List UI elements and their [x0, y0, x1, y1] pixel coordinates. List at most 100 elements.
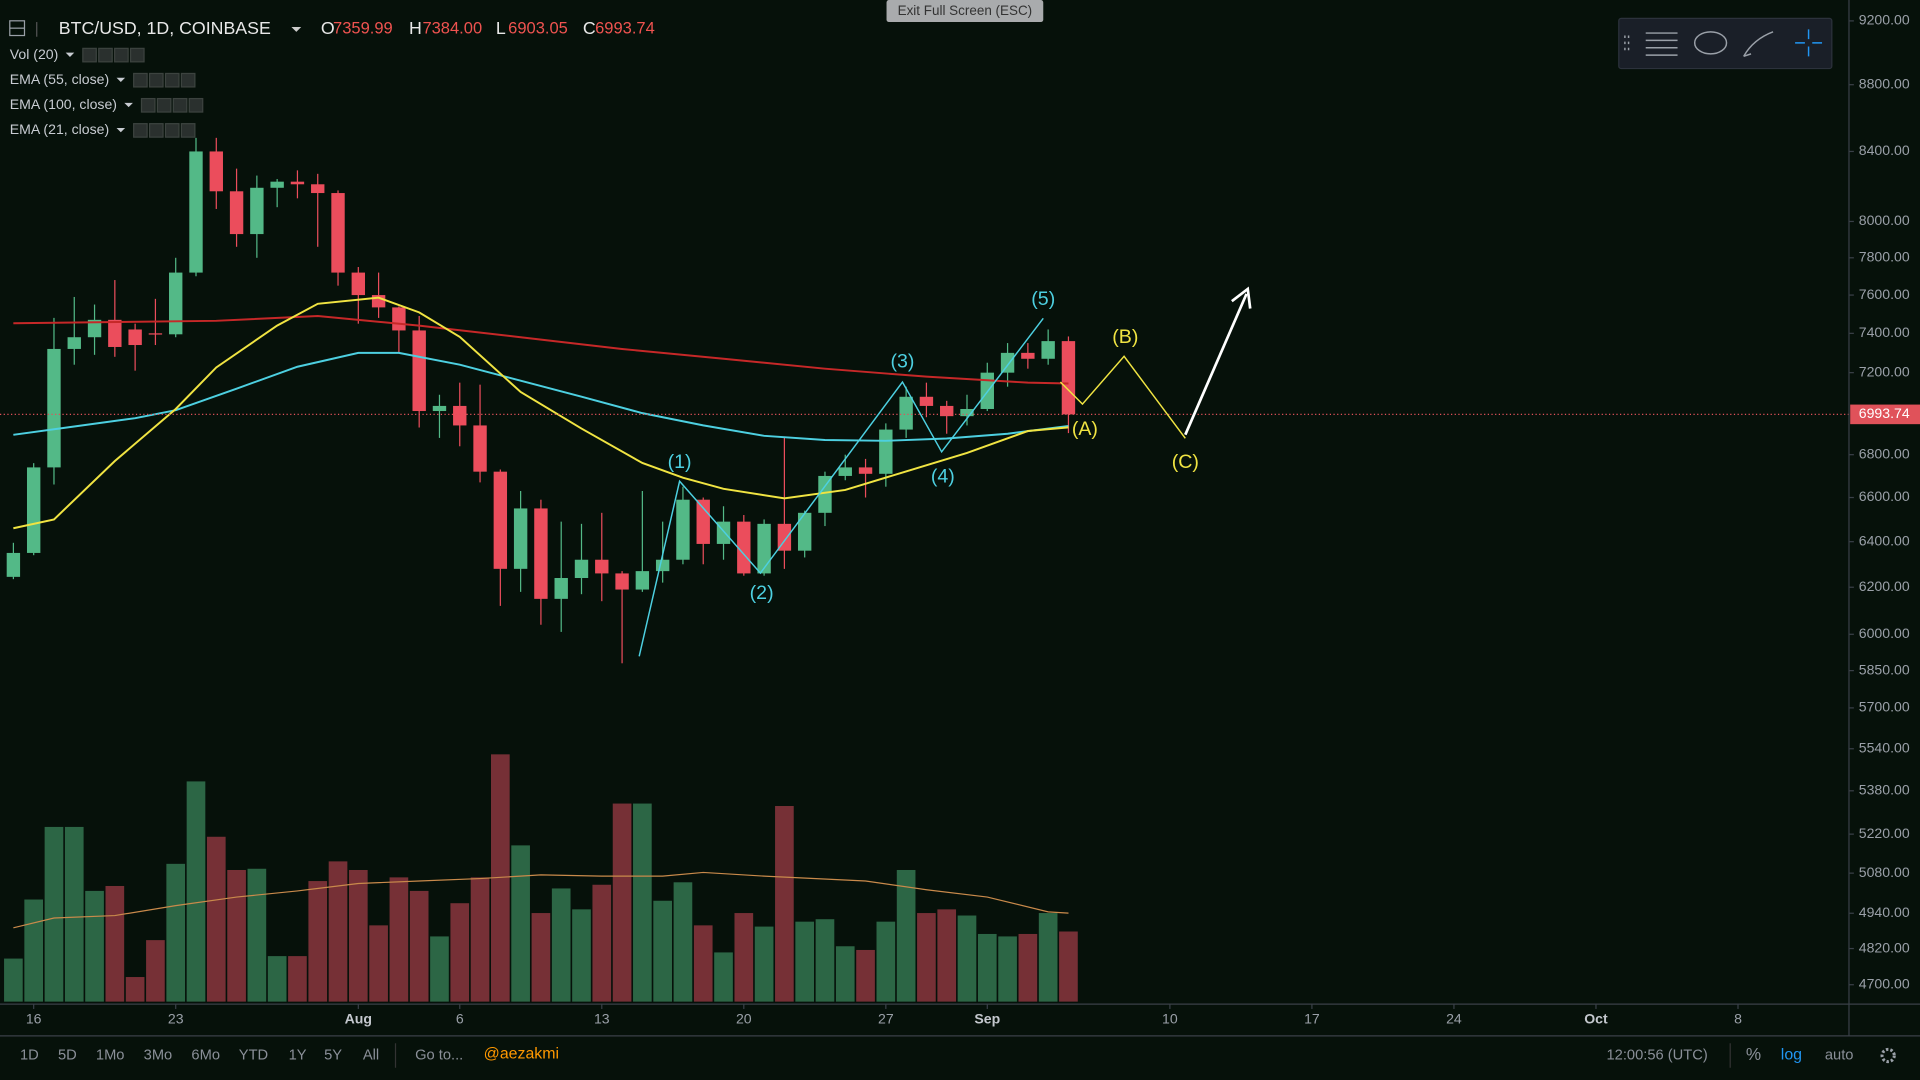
username[interactable]: @aezakmi	[484, 1045, 559, 1062]
candle-body	[6, 552, 21, 577]
legend-button[interactable]	[98, 47, 113, 63]
volume-bar	[409, 890, 429, 1002]
legend-button[interactable]	[180, 123, 196, 138]
legend-button[interactable]	[148, 72, 164, 88]
candle-body	[818, 475, 832, 513]
volume-bar	[612, 803, 632, 1002]
range-button[interactable]: 1Y	[289, 1047, 307, 1063]
volume-bar	[896, 869, 916, 1002]
candle-body	[108, 319, 122, 347]
candle-body	[940, 405, 954, 417]
ohlc-value: 6903.05	[508, 19, 568, 38]
legend-button[interactable]	[148, 123, 164, 138]
candle-body	[270, 181, 284, 188]
legend-button[interactable]	[133, 123, 148, 138]
crosshair-tool[interactable]	[1795, 29, 1823, 57]
y-tick-label: 8800.00	[1859, 75, 1910, 91]
candle-body	[655, 559, 670, 572]
range-button[interactable]: All	[363, 1047, 379, 1063]
candle-body	[635, 571, 650, 590]
ohlc-value: 7359.99	[333, 19, 393, 38]
x-tick-label: 6	[456, 1011, 464, 1027]
volume-bar	[4, 958, 23, 1002]
volume-bar	[24, 899, 44, 1002]
exit-fullscreen-button[interactable]	[886, 0, 1044, 23]
ohlc-key: L	[496, 18, 506, 38]
settings-gear[interactable]	[1880, 1047, 1896, 1064]
volume-bar	[247, 868, 267, 1002]
volume-bar	[511, 845, 530, 1002]
symbol[interactable]: BTC/USD, 1D, COINBASE	[59, 18, 271, 38]
volume-bar	[206, 836, 226, 1002]
y-tick-label: 9200.00	[1859, 12, 1910, 28]
drag-handle[interactable]	[1624, 35, 1630, 51]
symbol-dropdown[interactable]	[291, 26, 302, 32]
range-button[interactable]: 1D	[20, 1047, 39, 1063]
volume-bar	[592, 884, 612, 1002]
plot-area: (1) (2) (3) (4) (5) (A) (B) (C)	[0, 137, 1849, 1002]
candle-body	[331, 193, 345, 273]
ohlc-key: O	[321, 18, 335, 38]
lines-tool[interactable]	[1645, 32, 1678, 56]
legend-button[interactable]	[172, 97, 188, 113]
range-button[interactable]: 6Mo	[191, 1047, 220, 1063]
legend-button[interactable]	[156, 97, 172, 113]
volume-bar	[1038, 913, 1058, 1002]
x-tick-label: Oct	[1584, 1011, 1608, 1027]
range-button[interactable]: 3Mo	[144, 1047, 173, 1063]
candle-body	[676, 499, 690, 560]
legend-button[interactable]	[164, 72, 180, 88]
y-tick-label: 4940.00	[1859, 904, 1910, 920]
candle-body	[919, 396, 934, 406]
candle-body	[67, 337, 81, 349]
x-tick-label: 16	[26, 1011, 42, 1027]
brush-tool[interactable]	[1743, 31, 1774, 58]
shapes-tool[interactable]	[1693, 31, 1728, 55]
candle-body	[209, 151, 223, 192]
y-tick-label: 5220.00	[1859, 825, 1910, 841]
y-tick-label: 7200.00	[1859, 363, 1910, 379]
candle-body	[838, 467, 852, 476]
wave-label: (5)	[1031, 288, 1055, 310]
auto-toggle[interactable]: auto	[1825, 1047, 1854, 1063]
legend-button[interactable]	[140, 97, 156, 113]
range-button[interactable]: 5D	[58, 1047, 77, 1063]
candle-body	[148, 333, 163, 335]
y-tick-label: 4820.00	[1859, 939, 1910, 955]
legend-entry: EMA (100, close)	[10, 96, 117, 112]
candle-body	[250, 187, 264, 235]
range-button[interactable]: YTD	[239, 1047, 268, 1063]
candle-body	[595, 559, 609, 574]
y-tick-label: 6000.00	[1859, 625, 1910, 641]
candle-body	[351, 272, 366, 296]
candle-body	[513, 508, 528, 569]
candle-body	[1061, 341, 1076, 415]
legend-button[interactable]	[133, 72, 148, 88]
candle-body	[777, 523, 792, 551]
goto-button[interactable]: Go to...	[415, 1047, 463, 1063]
log-toggle[interactable]: log	[1781, 1047, 1802, 1064]
volume-bar	[186, 781, 206, 1002]
volume-bar	[937, 909, 957, 1002]
legend-button[interactable]	[164, 123, 180, 138]
legend-button[interactable]	[188, 97, 204, 113]
candle-body	[473, 425, 487, 472]
bottom-toolbar: Go to... @aezakmi 12:00:56 (UTC) % log a…	[20, 1043, 1896, 1068]
wave-label: (3)	[890, 351, 914, 373]
legend-button[interactable]	[82, 47, 97, 63]
range-button[interactable]: 5Y	[324, 1047, 342, 1063]
legend-button[interactable]	[180, 72, 196, 88]
candle-body	[47, 348, 61, 468]
legend-button[interactable]	[114, 47, 129, 63]
x-tick-label: 8	[1734, 1011, 1742, 1027]
range-button[interactable]: 1Mo	[96, 1047, 125, 1063]
candle-body	[493, 471, 508, 569]
candle-body	[412, 330, 426, 412]
legend-button[interactable]	[129, 47, 145, 63]
y-tick-label: 6600.00	[1859, 488, 1910, 504]
volume-bar	[572, 909, 591, 1002]
candle-body	[432, 405, 447, 412]
volume-bar	[815, 919, 835, 1002]
percent-toggle[interactable]: %	[1746, 1044, 1761, 1064]
y-tick-label: 5080.00	[1859, 864, 1910, 880]
